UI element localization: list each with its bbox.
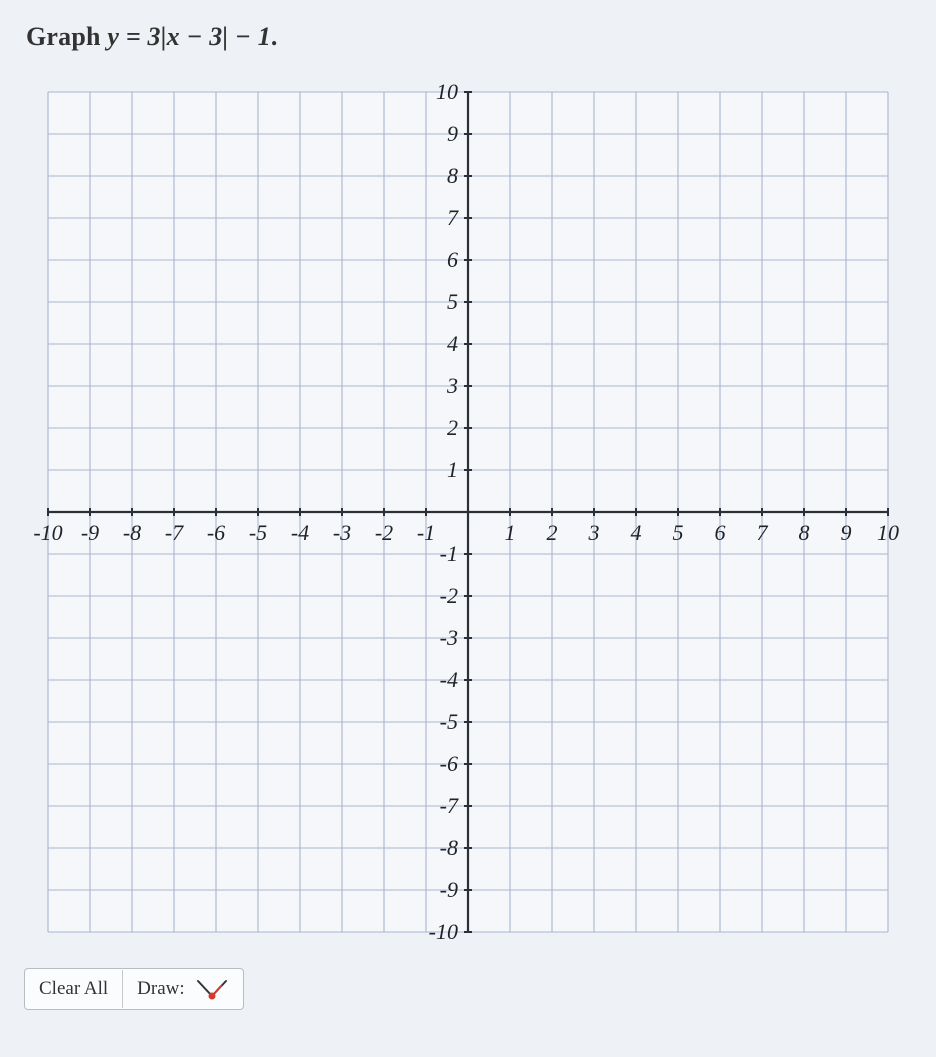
svg-text:-10: -10 <box>429 919 458 944</box>
svg-text:4: 4 <box>447 331 458 356</box>
svg-text:9: 9 <box>447 121 458 146</box>
svg-text:10: 10 <box>436 79 458 104</box>
svg-text:-8: -8 <box>440 835 458 860</box>
svg-text:-5: -5 <box>440 709 458 734</box>
graph-canvas[interactable]: -10 -9 -8 -7 -6 -5 -4 -3 -2 -1 1 2 3 4 5 6 7 8 9 10 10 9 8 7 6 5 4… <box>26 70 910 954</box>
svg-text:2: 2 <box>447 415 458 440</box>
svg-text:3: 3 <box>446 373 458 398</box>
svg-text:-3: -3 <box>440 625 458 650</box>
svg-text:9: 9 <box>841 520 852 545</box>
question-prompt: Graph y = 3|x − 3| − 1. <box>26 22 912 52</box>
svg-text:7: 7 <box>757 520 769 545</box>
svg-text:-1: -1 <box>417 520 435 545</box>
svg-text:1: 1 <box>505 520 516 545</box>
prompt-equation: y = 3|x − 3| − 1 <box>107 22 271 51</box>
toolbar: Clear All Draw: <box>24 968 244 1010</box>
svg-text:5: 5 <box>447 289 458 314</box>
draw-label: Draw: <box>137 978 184 1000</box>
svg-text:8: 8 <box>799 520 810 545</box>
svg-text:-7: -7 <box>165 520 184 545</box>
svg-text:6: 6 <box>447 247 458 272</box>
svg-text:-10: -10 <box>33 520 62 545</box>
svg-text:1: 1 <box>447 457 458 482</box>
svg-text:10: 10 <box>877 520 899 545</box>
svg-text:-5: -5 <box>249 520 267 545</box>
svg-text:-6: -6 <box>207 520 225 545</box>
clear-all-label: Clear All <box>39 978 108 1000</box>
svg-text:-9: -9 <box>81 520 99 545</box>
draw-tool-button[interactable]: Draw: <box>123 969 242 1009</box>
svg-text:-4: -4 <box>440 667 458 692</box>
svg-text:4: 4 <box>631 520 642 545</box>
svg-text:-1: -1 <box>440 541 458 566</box>
absolute-value-graph-icon <box>195 977 229 1001</box>
svg-text:7: 7 <box>447 205 459 230</box>
cartesian-grid: -10 -9 -8 -7 -6 -5 -4 -3 -2 -1 1 2 3 4 5 6 7 8 9 10 10 9 8 7 6 5 4… <box>26 70 910 954</box>
svg-text:-3: -3 <box>333 520 351 545</box>
svg-text:-2: -2 <box>375 520 393 545</box>
clear-all-button[interactable]: Clear All <box>25 970 123 1008</box>
prompt-prefix: Graph <box>26 22 107 51</box>
svg-text:8: 8 <box>447 163 458 188</box>
svg-text:6: 6 <box>715 520 726 545</box>
svg-text:-2: -2 <box>440 583 458 608</box>
svg-text:5: 5 <box>673 520 684 545</box>
svg-text:3: 3 <box>588 520 600 545</box>
prompt-suffix: . <box>271 22 278 51</box>
svg-text:2: 2 <box>547 520 558 545</box>
svg-text:-6: -6 <box>440 751 458 776</box>
svg-text:-7: -7 <box>440 793 459 818</box>
svg-text:-9: -9 <box>440 877 458 902</box>
svg-text:-8: -8 <box>123 520 141 545</box>
svg-text:-4: -4 <box>291 520 309 545</box>
